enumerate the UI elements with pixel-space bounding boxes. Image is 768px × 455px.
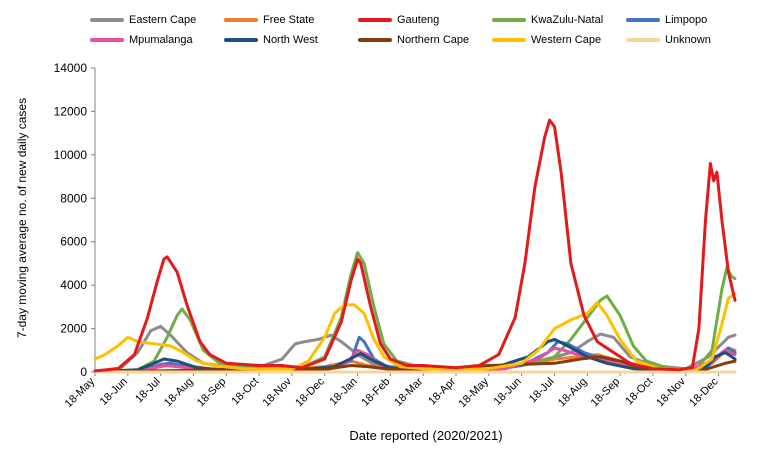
x-tick-label: 18-Jul [527, 376, 557, 406]
x-axis: 18-May 18-Jun 18-Jul 18-Aug 18-Sep 18-Oct 18-N… [63, 371, 735, 410]
x-tick-label: 18-Feb [359, 376, 392, 409]
x-tick-label: 18-Dec [687, 375, 721, 409]
y-axis-title: 7-day moving average no. of new daily ca… [15, 98, 29, 338]
x-tick-label: 18-Oct [623, 376, 655, 408]
legend-label: Unknown [665, 34, 711, 46]
legend-item: North West [224, 30, 358, 50]
y-tick-label: 0 [80, 365, 87, 379]
y-tick-label: 2000 [60, 322, 87, 336]
legend-label: Free State [263, 14, 315, 26]
x-tick-label: 18-Aug [556, 376, 590, 410]
legend-label: Limpopo [665, 14, 708, 26]
x-tick-label: 18-Oct [229, 376, 261, 408]
x-tick-label: 18-Jun [492, 376, 524, 408]
y-tick-label: 6000 [60, 235, 87, 249]
x-tick-label: 18-May [457, 375, 492, 410]
series-line-eastern-cape [93, 324, 737, 374]
legend-item: Western Cape [492, 30, 626, 50]
y-tick-label: 14000 [54, 61, 88, 75]
legend-item: Limpopo [626, 10, 760, 30]
y-axis: 0 2000 4000 6000 8000 10000 12000 14000 [54, 61, 96, 379]
legend-swatch [90, 18, 124, 22]
legend-swatch [224, 38, 258, 42]
legend-swatch [358, 38, 392, 42]
legend-label: Gauteng [397, 14, 440, 26]
y-tick-label: 8000 [60, 191, 87, 205]
legend-label: KwaZulu-Natal [531, 14, 604, 26]
x-tick-label: 18-Nov [654, 375, 688, 409]
series-lines [93, 118, 737, 374]
legend-label: Western Cape [531, 34, 602, 46]
x-axis-title: Date reported (2020/2021) [349, 428, 502, 443]
x-tick-label: 18-Sep [589, 376, 623, 410]
legend-label: North West [263, 34, 318, 46]
legend-swatch [626, 38, 660, 42]
x-tick-label: 18-May [63, 375, 98, 410]
legend-item: Eastern Cape [90, 10, 224, 30]
legend-swatch [224, 18, 258, 22]
x-tick-label: 18-Mar [392, 375, 425, 408]
legend-label: Northern Cape [397, 34, 470, 46]
y-tick-label: 10000 [54, 148, 88, 162]
x-tick-label: 18-Jan [327, 376, 359, 408]
legend-item: Gauteng [358, 10, 492, 30]
legend-swatch [492, 18, 526, 22]
legend-swatch [358, 18, 392, 22]
x-tick-label: 18-Sep [195, 376, 229, 410]
chart-legend: Eastern Cape Free State Gauteng KwaZulu-Nat… [90, 10, 760, 50]
x-tick-label: 18-Apr [426, 375, 458, 407]
legend-item: KwaZulu-Natal [492, 10, 626, 30]
legend-swatch [90, 38, 124, 42]
x-tick-label: 18-Nov [260, 375, 294, 409]
x-tick-label: 18-Jul [133, 376, 163, 406]
series-line-gauteng [93, 118, 737, 373]
legend-label: Eastern Cape [129, 14, 197, 26]
y-tick-label: 4000 [60, 278, 87, 292]
series-line-western-cape [93, 292, 737, 372]
legend-label: Mpumalanga [129, 34, 193, 46]
legend-item: Unknown [626, 30, 760, 50]
legend-swatch [492, 38, 526, 42]
x-tick-label: 18-Jun [98, 376, 130, 408]
y-tick-label: 12000 [54, 104, 88, 118]
legend-item: Northern Cape [358, 30, 492, 50]
legend-item: Free State [224, 10, 358, 30]
x-tick-label: 18-Dec [293, 375, 327, 409]
legend-swatch [626, 18, 660, 22]
legend-item: Mpumalanga [90, 30, 224, 50]
x-tick-label: 18-Aug [162, 376, 196, 410]
